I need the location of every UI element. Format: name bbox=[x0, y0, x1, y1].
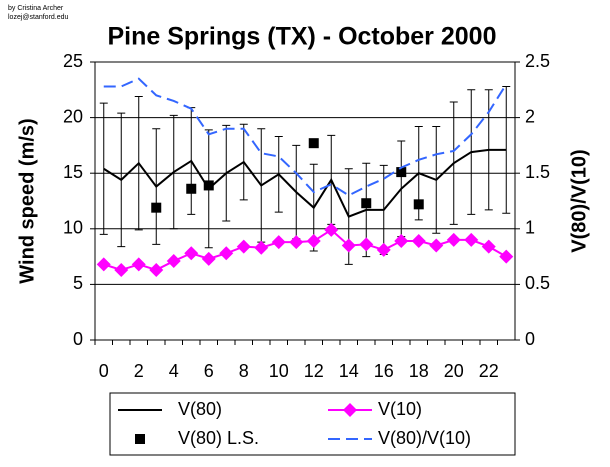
y-tick-label: 10 bbox=[63, 218, 83, 238]
y2-tick-label: 2 bbox=[525, 106, 535, 126]
diamond-marker bbox=[236, 239, 251, 254]
x-tick-label: 4 bbox=[169, 361, 179, 381]
square-marker bbox=[413, 199, 424, 210]
y-axis-title: Wind speed (m/s) bbox=[16, 118, 38, 283]
diamond-marker bbox=[359, 237, 374, 252]
diamond-marker bbox=[411, 234, 426, 249]
x-tick-label: 0 bbox=[99, 361, 109, 381]
y2-tick-label: 0.5 bbox=[525, 273, 550, 293]
diamond-marker bbox=[446, 232, 461, 247]
diamond-marker bbox=[341, 238, 356, 253]
square-marker bbox=[396, 167, 407, 178]
x-tick-label: 14 bbox=[339, 361, 359, 381]
legend-box bbox=[109, 392, 516, 456]
legend-label: V(80) bbox=[178, 399, 222, 419]
x-tick-label: 12 bbox=[304, 361, 324, 381]
x-tick-label: 16 bbox=[374, 361, 394, 381]
y2-tick-label: 2.5 bbox=[525, 51, 550, 71]
square-marker bbox=[151, 202, 162, 213]
square-marker bbox=[203, 180, 214, 191]
y-tick-label: 20 bbox=[63, 106, 83, 126]
diamond-marker bbox=[114, 262, 129, 277]
diamond-marker bbox=[96, 257, 111, 272]
diamond-marker bbox=[481, 239, 496, 254]
diamond-marker bbox=[201, 251, 216, 266]
y2-tick-label: 0 bbox=[525, 329, 535, 349]
y2-tick-label: 1 bbox=[525, 218, 535, 238]
series-line bbox=[103, 148, 507, 218]
y2-axis-title: V(80)/V(10) bbox=[568, 149, 590, 252]
x-tick-label: 20 bbox=[444, 361, 464, 381]
legend-label: V(10) bbox=[378, 399, 422, 419]
diamond-marker bbox=[131, 257, 146, 272]
x-tick-label: 18 bbox=[409, 361, 429, 381]
y-tick-label: 25 bbox=[63, 51, 83, 71]
author-note: by Cristina Archer bbox=[8, 5, 64, 12]
square-marker bbox=[186, 183, 197, 194]
author-email: lozej@stanford.edu bbox=[8, 14, 69, 21]
x-tick-label: 6 bbox=[204, 361, 214, 381]
legend-swatch bbox=[135, 434, 145, 444]
diamond-marker bbox=[306, 234, 321, 249]
chart-title: Pine Springs (TX) - October 2000 bbox=[108, 23, 497, 51]
legend-label: V(80) L.S. bbox=[178, 428, 259, 448]
y-tick-label: 0 bbox=[73, 329, 83, 349]
x-tick-label: 10 bbox=[269, 361, 289, 381]
diamond-marker bbox=[166, 254, 181, 269]
y-tick-label: 15 bbox=[63, 162, 83, 182]
x-tick-label: 22 bbox=[479, 361, 499, 381]
diamond-marker bbox=[289, 235, 304, 250]
diamond-marker bbox=[149, 262, 164, 277]
y2-tick-label: 1.5 bbox=[525, 162, 550, 182]
diamond-marker bbox=[429, 238, 444, 253]
diamond-marker bbox=[394, 234, 409, 249]
series-line bbox=[103, 77, 508, 197]
diamond-marker bbox=[184, 246, 199, 261]
y-tick-label: 5 bbox=[73, 273, 83, 293]
diamond-marker bbox=[499, 249, 514, 264]
diamond-marker bbox=[324, 222, 339, 237]
diamond-marker bbox=[464, 232, 479, 247]
diamond-marker bbox=[376, 242, 391, 257]
diamond-marker bbox=[271, 235, 286, 250]
square-marker bbox=[308, 138, 319, 149]
x-tick-label: 2 bbox=[134, 361, 144, 381]
x-tick-label: 8 bbox=[239, 361, 249, 381]
diamond-marker bbox=[219, 246, 234, 261]
legend-swatch bbox=[343, 403, 357, 417]
legend-label: V(80)/V(10) bbox=[378, 428, 471, 448]
square-marker bbox=[361, 198, 372, 209]
diamond-marker bbox=[254, 240, 269, 255]
